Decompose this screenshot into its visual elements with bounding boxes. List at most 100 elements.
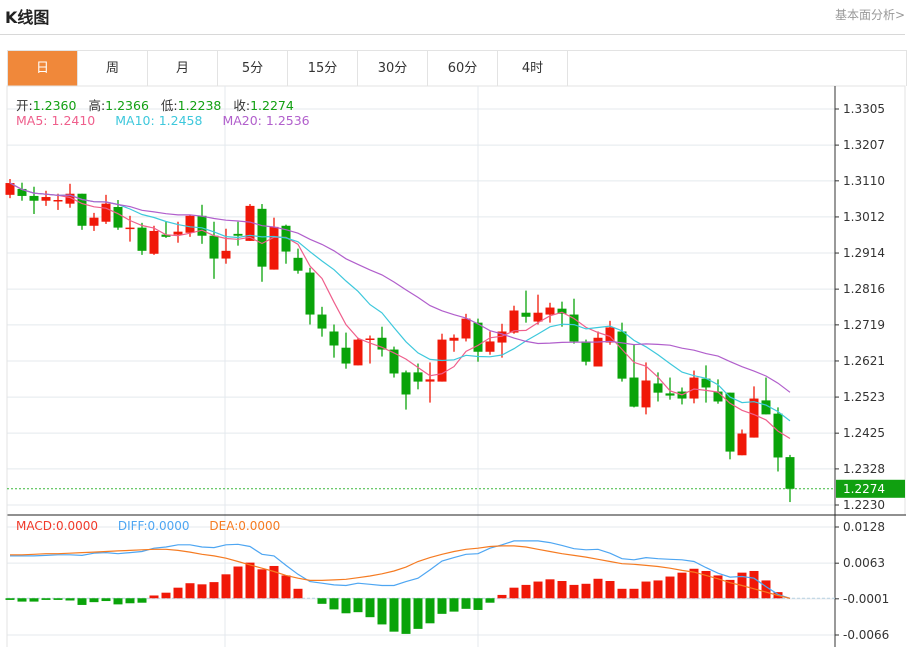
close-value: 1.2274	[250, 98, 294, 113]
macd-bar-positive	[593, 578, 603, 599]
current-price-label: 1.2274	[843, 482, 885, 496]
tab-month[interactable]: 月	[148, 51, 218, 86]
macd-bar-negative	[113, 598, 123, 605]
macd-bar-positive	[257, 569, 267, 599]
candle-down	[665, 393, 675, 396]
ma-legend: MA5: 1.2410 MA10: 1.2458 MA20: 1.2536	[16, 113, 326, 128]
price-axis-label: 1.3012	[843, 210, 885, 224]
candle-down	[473, 322, 483, 352]
macd-bar-positive	[749, 570, 759, 599]
macd-bar-positive	[533, 581, 543, 599]
macd-bar-negative	[389, 598, 399, 632]
price-axis-label: 1.3207	[843, 138, 885, 152]
fundamental-analysis-link[interactable]: 基本面分析>	[834, 8, 905, 22]
ma5-line	[9, 182, 791, 440]
macd-bar-negative	[65, 598, 75, 601]
macd-label: MACD:	[16, 519, 57, 533]
candle-up	[149, 230, 159, 254]
candle-down	[413, 372, 423, 382]
tab-day[interactable]: 日	[8, 51, 78, 86]
candle-up	[689, 377, 699, 399]
candle-down	[209, 235, 219, 259]
open-label: 开:	[16, 98, 33, 113]
macd-bar-positive	[497, 594, 507, 599]
candle-up	[221, 250, 231, 259]
candle-down	[305, 272, 315, 315]
macd-bar-negative	[341, 598, 351, 614]
candle-up	[593, 337, 603, 367]
candle-up	[545, 307, 555, 315]
tab-5min[interactable]: 5分	[218, 51, 288, 86]
current-price-badge	[836, 479, 905, 498]
macd-bar-positive	[197, 584, 207, 599]
tab-4hour[interactable]: 4时	[498, 51, 568, 86]
macd-bar-positive	[569, 584, 579, 599]
macd-axis-label: -0.0001	[843, 592, 889, 606]
macd-bar-positive	[173, 587, 183, 599]
candle-down	[77, 193, 87, 226]
candle-down	[521, 312, 531, 317]
candle-down	[293, 257, 303, 271]
diff-line	[10, 540, 791, 599]
ma20-legend: MA20: 1.2536	[222, 113, 317, 128]
ma5-value: 1.2410	[51, 113, 96, 128]
ma5-label: MA5:	[16, 113, 48, 128]
candle-down	[401, 372, 411, 395]
price-axis-label: 1.2719	[843, 318, 885, 332]
macd-bar-positive	[617, 588, 627, 599]
macd-bar-positive	[185, 583, 195, 599]
macd-bar-positive	[293, 588, 303, 599]
macd-bar-negative	[353, 598, 363, 613]
candle-up	[533, 312, 543, 322]
candle-up	[245, 205, 255, 241]
dea-label: DEA:	[209, 519, 239, 533]
tab-60min[interactable]: 60分	[428, 51, 498, 86]
candle-up	[605, 327, 615, 343]
candle-up	[365, 338, 375, 340]
candle-down	[317, 314, 327, 329]
price-axis-label: 1.2328	[843, 462, 885, 476]
candle-up	[353, 339, 363, 366]
candle-up	[641, 380, 651, 408]
candle-down	[701, 378, 711, 388]
macd-bar-positive	[653, 580, 663, 599]
candle-up	[461, 318, 471, 339]
macd-bar-negative	[473, 598, 483, 610]
macd-bar-negative	[89, 598, 99, 603]
tab-week[interactable]: 周	[78, 51, 148, 86]
macd-bar-positive	[221, 574, 231, 599]
macd-bar-negative	[101, 598, 111, 602]
candle-down	[773, 413, 783, 458]
price-axis-label: 1.3305	[843, 102, 885, 116]
tab-15min[interactable]: 15分	[288, 51, 358, 86]
low-value: 1.2238	[177, 98, 222, 113]
macd-bar-negative	[425, 598, 435, 624]
price-axis-label: 1.3110	[843, 174, 885, 188]
macd-bar-negative	[461, 598, 471, 609]
price-axis-label: 1.2914	[843, 246, 885, 260]
candle-down	[29, 195, 39, 201]
candle-down	[629, 377, 639, 407]
macd-bar-positive	[641, 581, 651, 599]
macd-bar-negative	[365, 598, 375, 618]
macd-bar-positive	[161, 592, 171, 599]
diff-label: DIFF:	[117, 519, 148, 533]
candle-up	[749, 398, 759, 438]
low-label: 低:	[160, 98, 178, 113]
macd-bar-positive	[677, 572, 687, 599]
tab-30min[interactable]: 30分	[358, 51, 428, 86]
macd-bar-positive	[245, 562, 255, 599]
macd-bar-negative	[53, 598, 63, 600]
macd-bar-positive	[725, 579, 735, 599]
open-value: 1.2360	[32, 98, 77, 113]
candle-up	[497, 331, 507, 343]
candle-down	[113, 206, 123, 228]
ma20-label: MA20:	[222, 113, 262, 128]
macd-bar-negative	[125, 598, 135, 604]
ma5-legend: MA5: 1.2410	[16, 113, 103, 128]
candle-up	[269, 226, 279, 270]
macd-bar-positive	[233, 566, 243, 599]
candle-down	[389, 349, 399, 374]
macd-bar-positive	[545, 579, 555, 599]
